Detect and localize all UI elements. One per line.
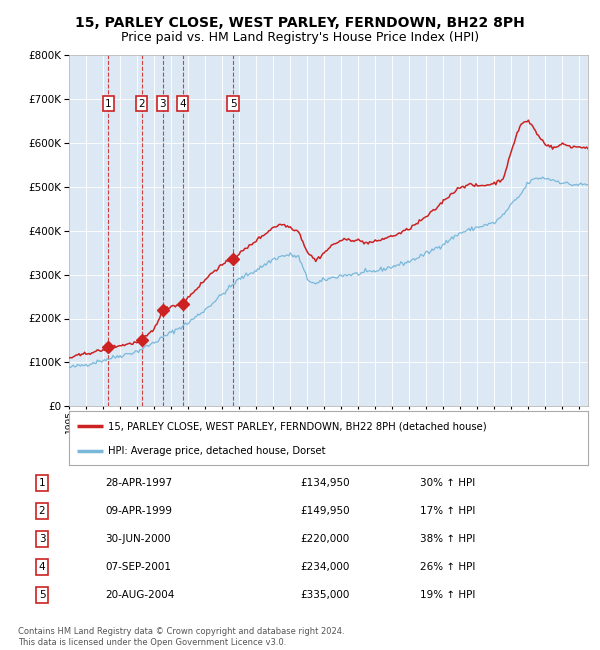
Text: Price paid vs. HM Land Registry's House Price Index (HPI): Price paid vs. HM Land Registry's House … xyxy=(121,31,479,44)
Text: 17% ↑ HPI: 17% ↑ HPI xyxy=(420,506,475,516)
Text: 1: 1 xyxy=(38,478,46,488)
Text: HPI: Average price, detached house, Dorset: HPI: Average price, detached house, Dors… xyxy=(108,447,325,456)
Text: 09-APR-1999: 09-APR-1999 xyxy=(105,506,172,516)
Text: 4: 4 xyxy=(38,562,46,572)
Text: £134,950: £134,950 xyxy=(300,478,350,488)
Text: 3: 3 xyxy=(159,99,166,109)
Text: 2: 2 xyxy=(139,99,145,109)
Text: 30% ↑ HPI: 30% ↑ HPI xyxy=(420,478,475,488)
Text: 5: 5 xyxy=(38,590,46,600)
Text: £220,000: £220,000 xyxy=(300,534,349,544)
Text: 5: 5 xyxy=(230,99,236,109)
Text: 4: 4 xyxy=(179,99,186,109)
Text: 3: 3 xyxy=(38,534,46,544)
Text: 20-AUG-2004: 20-AUG-2004 xyxy=(105,590,175,600)
Text: 26% ↑ HPI: 26% ↑ HPI xyxy=(420,562,475,572)
Text: 38% ↑ HPI: 38% ↑ HPI xyxy=(420,534,475,544)
Text: £149,950: £149,950 xyxy=(300,506,350,516)
Text: 30-JUN-2000: 30-JUN-2000 xyxy=(105,534,170,544)
Text: 07-SEP-2001: 07-SEP-2001 xyxy=(105,562,171,572)
Text: £234,000: £234,000 xyxy=(300,562,349,572)
Text: 15, PARLEY CLOSE, WEST PARLEY, FERNDOWN, BH22 8PH: 15, PARLEY CLOSE, WEST PARLEY, FERNDOWN,… xyxy=(75,16,525,31)
Text: 2: 2 xyxy=(38,506,46,516)
Text: Contains HM Land Registry data © Crown copyright and database right 2024.
This d: Contains HM Land Registry data © Crown c… xyxy=(18,627,344,647)
Text: 28-APR-1997: 28-APR-1997 xyxy=(105,478,172,488)
Text: £335,000: £335,000 xyxy=(300,590,349,600)
Text: 1: 1 xyxy=(105,99,112,109)
Text: 19% ↑ HPI: 19% ↑ HPI xyxy=(420,590,475,600)
Text: 15, PARLEY CLOSE, WEST PARLEY, FERNDOWN, BH22 8PH (detached house): 15, PARLEY CLOSE, WEST PARLEY, FERNDOWN,… xyxy=(108,421,487,432)
